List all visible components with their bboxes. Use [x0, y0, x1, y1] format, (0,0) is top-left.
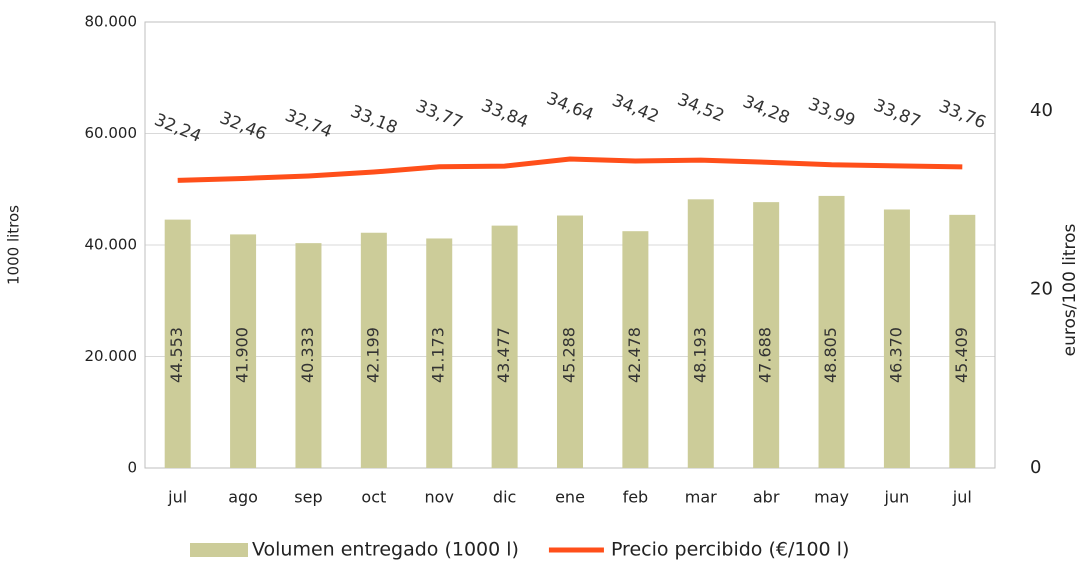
- line-value-label: 33,84: [478, 96, 531, 133]
- bar-value-label: 48.805: [821, 327, 840, 383]
- x-tick-label: feb: [623, 488, 649, 507]
- y2-axis-title: euros/100 litros: [1060, 224, 1080, 357]
- bar: [360, 232, 387, 468]
- bar-value-label: 48.193: [690, 327, 709, 383]
- bar: [949, 214, 976, 468]
- x-tick-label: jul: [167, 488, 187, 507]
- bar: [164, 219, 191, 468]
- line-value-label: 33,18: [348, 102, 401, 139]
- y-tick-label: 40.000: [85, 236, 138, 254]
- x-tick-label: mar: [685, 488, 717, 507]
- y2-tick-label: 20: [1030, 279, 1053, 300]
- x-tick-label: nov: [425, 488, 454, 507]
- x-tick-label: oct: [361, 488, 386, 507]
- bar: [557, 215, 583, 468]
- line: [177, 156, 963, 183]
- bar-value-label: 41.900: [233, 327, 252, 383]
- bar: [295, 243, 322, 468]
- bar: [491, 225, 518, 468]
- line-value-label: 34,52: [674, 90, 727, 127]
- bar-value-label: 40.333: [298, 327, 317, 383]
- line-value-label: 34,64: [544, 89, 597, 126]
- bar-value-label: 42.199: [363, 327, 382, 383]
- line-value-label: 32,24: [151, 110, 204, 147]
- bar-value-label: 45.288: [560, 327, 579, 383]
- bar-value-label: 41.173: [429, 327, 448, 383]
- line-value-label: 34,42: [609, 91, 662, 128]
- line-value-label: 32,46: [217, 108, 270, 145]
- x-tick-label: sep: [294, 488, 322, 507]
- bar-value-label: 44.553: [167, 327, 186, 383]
- bar: [426, 238, 453, 468]
- bar-value-label: 43.477: [494, 327, 513, 383]
- y2-tick-label: 40: [1030, 100, 1053, 121]
- line-value-label: 33,76: [936, 96, 989, 133]
- bar-value-label: 47.688: [756, 327, 775, 383]
- x-tick-label: ago: [228, 488, 258, 507]
- y-tick-label: 0: [127, 459, 137, 477]
- y-tick-label: 80.000: [85, 13, 138, 31]
- legend-swatch: [190, 543, 248, 557]
- legend-label: Precio percibido (€/100 l): [611, 539, 849, 561]
- bar: [622, 231, 649, 468]
- bar: [230, 234, 257, 468]
- line-value-label: 34,28: [740, 92, 793, 129]
- bar: [883, 209, 910, 468]
- bar-value-label: 46.370: [886, 327, 905, 383]
- line-value-label: 33,99: [805, 94, 858, 131]
- line-value-label: 33,77: [413, 96, 466, 133]
- x-tick-label: ene: [555, 488, 585, 507]
- x-tick-label: may: [814, 488, 849, 507]
- y-tick-label: 20.000: [85, 347, 138, 365]
- y-tick-label: 60.000: [85, 124, 138, 142]
- y-axis-title: 1000 litros: [5, 205, 23, 285]
- line-value-label: 32,74: [282, 106, 335, 143]
- x-tick-label: jun: [884, 488, 910, 507]
- bar: [753, 202, 780, 468]
- bar-value-label: 45.409: [952, 327, 971, 383]
- line-value-label: 33,87: [871, 95, 924, 132]
- bar-value-label: 42.478: [625, 327, 644, 383]
- x-tick-label: abr: [753, 488, 780, 507]
- legend-label: Volumen entregado (1000 l): [252, 539, 519, 561]
- x-tick-label: dic: [493, 488, 516, 507]
- y2-tick-label: 0: [1030, 457, 1041, 478]
- bar: [818, 195, 845, 469]
- x-tick-label: jul: [952, 488, 972, 507]
- bar: [687, 199, 714, 468]
